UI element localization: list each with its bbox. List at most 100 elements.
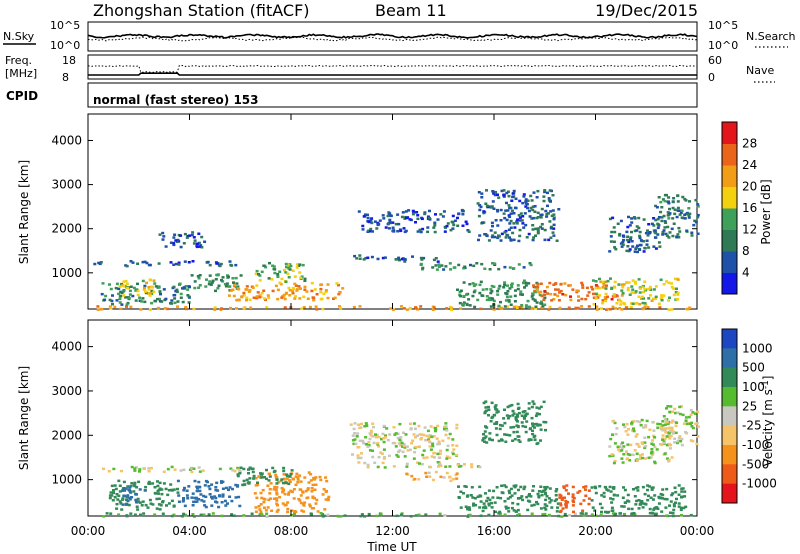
data-cell	[181, 287, 184, 290]
data-cell	[647, 435, 651, 439]
data-cell	[285, 477, 289, 480]
data-cell	[313, 488, 317, 491]
data-cell	[467, 230, 471, 233]
data-cell	[488, 268, 492, 271]
data-cell	[434, 429, 437, 433]
data-cell	[587, 502, 591, 506]
data-cell	[514, 289, 517, 292]
data-cell	[516, 287, 520, 291]
data-cell	[184, 285, 188, 288]
data-cell	[558, 291, 561, 294]
data-cell	[519, 496, 523, 500]
data-cell	[649, 496, 653, 499]
data-cell	[493, 231, 497, 234]
data-cell	[623, 512, 626, 516]
data-cell	[526, 199, 530, 202]
data-cell	[392, 229, 396, 232]
data-cell	[513, 492, 517, 495]
data-cell	[647, 246, 651, 249]
data-cell	[612, 226, 616, 229]
data-cell	[451, 451, 455, 454]
data-cell	[139, 308, 143, 311]
data-cell	[202, 494, 206, 498]
data-cell	[445, 457, 449, 460]
data-cell	[200, 499, 204, 502]
data-cell	[424, 471, 428, 475]
data-cell	[620, 294, 624, 297]
data-cell	[272, 497, 276, 500]
data-cell	[551, 231, 555, 234]
data-cell	[197, 277, 201, 280]
data-cell	[368, 432, 372, 435]
data-cell	[485, 426, 489, 429]
data-cell	[536, 502, 540, 506]
data-cell	[297, 497, 301, 501]
data-cell	[481, 509, 485, 513]
data-cell	[259, 510, 263, 513]
data-cell	[294, 284, 298, 287]
data-cell	[444, 265, 448, 268]
data-cell	[615, 302, 619, 305]
data-cell	[448, 456, 452, 459]
data-cell	[275, 493, 279, 496]
data-cell	[462, 303, 465, 306]
data-cell	[654, 513, 657, 516]
data-cell	[242, 306, 246, 310]
data-cell	[670, 428, 674, 431]
data-cell	[504, 299, 508, 302]
xtick-label: 00:00	[680, 524, 715, 538]
data-cell	[563, 282, 567, 285]
data-cell	[630, 291, 634, 294]
data-cell	[437, 265, 441, 269]
data-cell	[319, 287, 323, 291]
data-cell	[648, 507, 652, 511]
data-cell	[691, 411, 695, 414]
data-cell	[397, 450, 400, 454]
data-cell	[665, 514, 669, 517]
nsky-trace	[87, 33, 698, 39]
data-cell	[567, 492, 570, 495]
data-cell	[678, 412, 682, 416]
data-cell	[601, 280, 605, 284]
data-cell	[515, 220, 519, 224]
data-cell	[661, 434, 665, 437]
data-cell	[508, 434, 512, 437]
data-cell	[367, 441, 371, 444]
data-cell	[494, 510, 498, 514]
data-cell	[696, 435, 700, 438]
data-cell	[472, 264, 476, 268]
data-cell	[174, 239, 178, 242]
cpid-text: normal (fast stereo) 153	[93, 93, 259, 107]
data-cell	[155, 507, 159, 510]
data-cell	[262, 500, 266, 504]
data-cell	[676, 233, 680, 236]
data-cell	[377, 222, 381, 226]
data-cell	[503, 484, 507, 487]
data-cell	[497, 287, 501, 290]
data-cell	[102, 515, 106, 518]
data-cell	[559, 502, 562, 505]
data-cell	[604, 287, 608, 290]
data-cell	[266, 294, 270, 297]
data-cell	[516, 284, 520, 287]
data-cell	[493, 405, 497, 409]
data-cell	[197, 241, 201, 245]
data-cell	[382, 437, 386, 440]
data-cell	[124, 296, 128, 299]
data-cell	[366, 463, 370, 467]
data-cell	[497, 267, 501, 271]
data-cell	[518, 219, 522, 222]
data-cell	[510, 506, 514, 510]
data-cell	[504, 485, 508, 489]
data-cell	[468, 304, 472, 307]
data-cell	[482, 437, 486, 440]
data-cell	[569, 298, 573, 302]
data-cell	[557, 299, 561, 302]
data-cell	[177, 500, 181, 503]
data-cell	[303, 501, 307, 504]
data-cell	[661, 429, 665, 432]
data-cell	[97, 261, 101, 265]
data-cell	[155, 497, 159, 501]
data-cell	[650, 222, 654, 226]
data-cell	[625, 450, 628, 453]
